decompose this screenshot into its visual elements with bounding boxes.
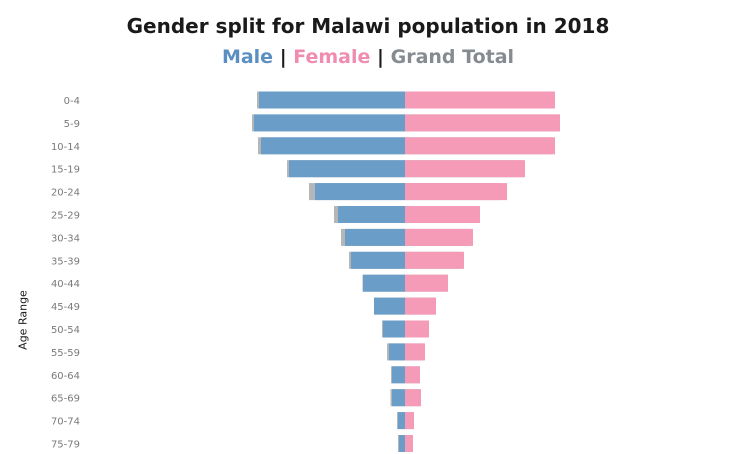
female-bar [405,114,560,132]
age-range-tick-label: 0-4 [64,96,80,107]
legend-grand-total: Grand Total [390,46,515,68]
female-bar [405,137,555,155]
male-bar [289,160,405,178]
female-bar [405,228,473,246]
male-bar [399,435,405,452]
legend-separator: | [279,46,287,68]
female-bar [405,297,436,315]
age-range-tick-label: 10-14 [51,142,80,153]
male-bar [345,228,405,246]
male-bar [398,412,405,430]
age-range-tick-label: 75-79 [51,440,80,451]
male-bar [392,389,405,407]
age-range-tick-label: 65-69 [51,394,80,405]
age-range-tick-label: 40-44 [51,279,80,290]
age-range-tick-label: 25-29 [51,211,80,222]
age-range-tick-label: 45-49 [51,302,80,313]
female-bar [405,412,414,430]
age-range-tick-label: 35-39 [51,256,80,267]
male-bar [338,206,405,223]
legend-male: Male [221,46,274,68]
age-range-tick-label: 55-59 [51,348,80,359]
age-range-tick-label: 5-9 [64,119,80,130]
male-bar [363,274,405,292]
female-bar [405,435,413,452]
chart-title: Gender split for Malawi population in 20… [126,14,610,38]
female-bar [405,274,448,292]
age-range-tick-label: 50-54 [51,325,80,336]
female-bar [405,320,429,338]
male-bar [389,343,405,361]
female-bar [405,206,480,223]
age-range-tick-label: 30-34 [51,233,80,244]
male-bar [383,320,405,338]
male-bar [254,114,405,132]
male-bar [351,251,405,269]
male-bar [259,91,405,109]
female-bar [405,183,507,201]
legend-separator: | [377,46,384,68]
legend: Male | Female | Grand Total [0,46,736,68]
female-bar [405,389,421,407]
male-bar [261,137,405,155]
male-bar [392,366,405,384]
age-range-tick-label: 20-24 [51,188,80,199]
female-bar [405,251,464,269]
age-range-tick-label: 70-74 [51,417,80,428]
age-range-tick-label: 60-64 [51,371,80,382]
female-bar [405,343,425,361]
female-bar [405,91,555,109]
legend-female: Female [293,46,371,68]
female-bar [405,366,420,384]
age-range-tick-label: 15-19 [51,165,80,176]
male-bar [315,183,405,201]
male-bar [374,297,405,315]
female-bar [405,160,525,178]
